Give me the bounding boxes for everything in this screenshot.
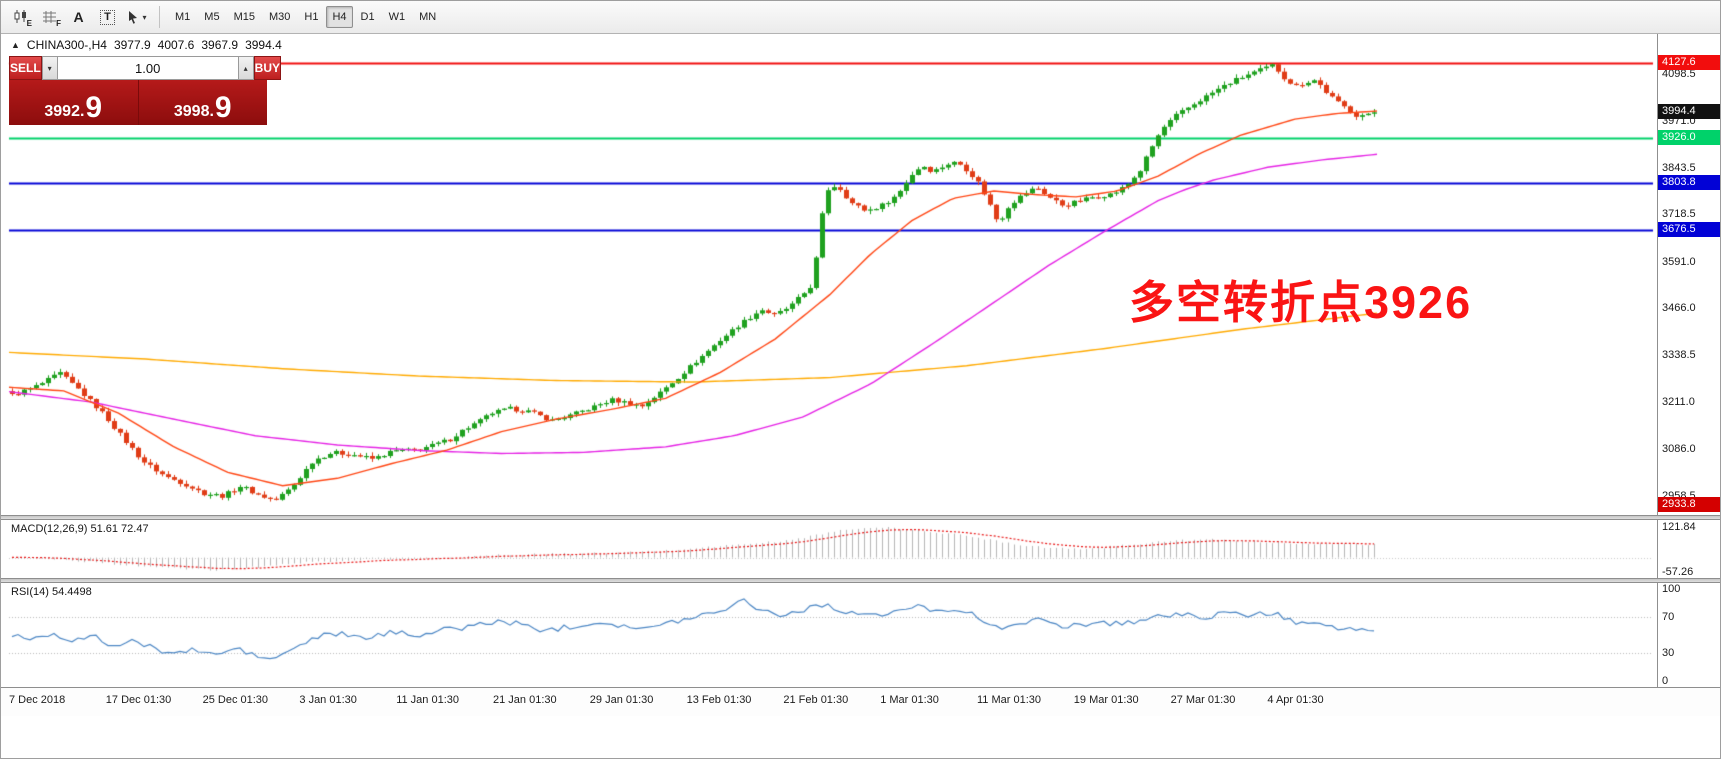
sell-button[interactable]: SELL [9, 56, 42, 80]
timeframe-button-w1[interactable]: W1 [383, 6, 412, 28]
price-grid-label: 4098.5 [1662, 67, 1696, 80]
time-axis-label: 25 Dec 01:30 [202, 694, 269, 706]
volume-up-button[interactable]: ▴ [237, 56, 254, 80]
price-marker-badge: 2933.8 [1658, 497, 1720, 513]
rsi-label: RSI(14) 54.4498 [11, 586, 92, 598]
time-axis-label: 4 Apr 01:30 [1267, 694, 1324, 706]
macd-axis-line [1657, 520, 1658, 578]
time-axis-label: 13 Feb 01:30 [686, 694, 752, 706]
panel-splitter[interactable] [1, 578, 1720, 583]
price-grid-label: 3338.5 [1662, 349, 1696, 362]
timeframe-button-mn[interactable]: MN [413, 6, 442, 28]
time-axis-label: 21 Feb 01:30 [783, 694, 849, 706]
sell-price-pip: 9 [85, 90, 103, 124]
time-axis-label: 17 Dec 01:30 [105, 694, 172, 706]
time-axis-label: 21 Jan 01:30 [493, 694, 557, 706]
macd-label: MACD(12,26,9) 51.61 72.47 [11, 523, 149, 535]
macd-axis-label: 121.84 [1662, 521, 1696, 534]
one-click-trading-panel: SELL ▾ ▴ BUY 3992. 9 3998. 9 [9, 56, 282, 125]
price-grid-label: 3466.0 [1662, 301, 1696, 314]
price-grid-label: 3843.5 [1662, 162, 1696, 175]
time-axis-label: 11 Mar 01:30 [977, 694, 1042, 706]
time-axis-label: 29 Jan 01:30 [589, 694, 654, 706]
price-grid-label: 3718.5 [1662, 208, 1696, 221]
time-axis-label: 27 Mar 01:30 [1170, 694, 1236, 706]
timeframe-button-m15[interactable]: M15 [228, 6, 261, 28]
text-box-tool-icon[interactable]: T [94, 5, 121, 29]
volume-control: ▾ ▴ [41, 56, 254, 80]
timeframe-buttons-group: M1 M5 M15 M30 H1 H4 D1 W1 MN [169, 6, 442, 28]
price-axis-line [1657, 34, 1658, 515]
ohlc-open: 3977.9 [113, 38, 151, 52]
buy-price-main: 3998. [173, 103, 214, 120]
price-grid-label: 3086.0 [1662, 442, 1696, 455]
time-axis-label: 7 Dec 2018 [9, 694, 66, 706]
drawing-tool-icon[interactable]: ▾ [123, 5, 150, 29]
rsi-axis-label: 100 [1662, 583, 1681, 595]
timeframe-button-m5[interactable]: M5 [198, 6, 225, 28]
rsi-indicator-panel: RSI(14) 54.4498 100 70 30 0 [1, 583, 1720, 687]
price-marker-badge: 3926.0 [1658, 129, 1720, 145]
rsi-axis-label: 0 [1662, 675, 1669, 687]
price-marker-badge: 3994.4 [1658, 104, 1720, 120]
price-chart-canvas[interactable] [1, 34, 1720, 515]
price-grid-label: 3211.0 [1662, 396, 1695, 409]
buy-price[interactable]: 3998. 9 [138, 80, 267, 125]
time-axis-label: 3 Jan 01:30 [299, 694, 357, 706]
chart-title: ▲ CHINA300-,H4 3977.9 4007.6 3967.9 3994… [11, 38, 282, 52]
rsi-axis-line [1657, 583, 1658, 687]
text-label-tool-icon[interactable]: A [65, 5, 92, 29]
timeframe-button-d1[interactable]: D1 [355, 6, 381, 28]
sell-price-main: 3992. [44, 103, 85, 120]
indicator-shortcut-f-icon[interactable]: F [36, 5, 63, 29]
time-axis-label: 11 Jan 01:30 [396, 694, 459, 706]
chart-marker-icon: ▲ [11, 40, 20, 50]
timeframe-button-m30[interactable]: M30 [263, 6, 296, 28]
toolbar: E F A T ▾ M1 M5 M15 M30 H1 H4 D1 W1 MN [1, 1, 1720, 34]
time-axis-label: 1 Mar 01:30 [880, 694, 939, 706]
rsi-axis-label: 30 [1662, 647, 1675, 660]
volume-input[interactable] [57, 56, 238, 80]
price-chart-panel: 4098.5 3971.0 3843.5 3718.5 3591.0 3466.0 3338… [1, 34, 1720, 515]
macd-indicator-panel: MACD(12,26,9) 51.61 72.47 121.84 -57.26 [1, 520, 1720, 578]
rsi-axis-label: 70 [1662, 610, 1675, 623]
macd-axis-label: -57.26 [1662, 565, 1694, 578]
panel-splitter[interactable] [1, 515, 1720, 520]
price-grid-label: 3591.0 [1662, 255, 1696, 268]
timeframe-button-m1[interactable]: M1 [169, 6, 196, 28]
volume-down-button[interactable]: ▾ [41, 56, 58, 80]
macd-canvas[interactable] [1, 520, 1720, 578]
price-marker-badge: 4127.6 [1658, 54, 1720, 70]
rsi-canvas[interactable] [1, 583, 1720, 687]
toolbar-separator [159, 6, 160, 28]
quote-prices: 3992. 9 3998. 9 [9, 80, 267, 125]
time-axis[interactable]: 7 Dec 2018 17 Dec 01:30 25 Dec 01:30 3 Jan … [1, 687, 1720, 716]
chart-symbol-period: CHINA300-,H4 [26, 38, 107, 52]
sell-price[interactable]: 3992. 9 [9, 80, 139, 125]
ohlc-low: 3967.9 [201, 38, 239, 52]
buy-button[interactable]: BUY [253, 56, 282, 80]
buy-price-pip: 9 [214, 90, 232, 124]
ohlc-high: 4007.6 [157, 38, 195, 52]
price-marker-badge: 3676.5 [1658, 222, 1720, 238]
price-marker-badge: 3803.8 [1658, 174, 1720, 190]
ohlc-close: 3994.4 [245, 38, 282, 52]
indicator-shortcut-e-icon[interactable]: E [7, 5, 34, 29]
bottom-filler [1, 716, 1720, 758]
drawing-tools-group: E F A T ▾ [7, 5, 150, 29]
timeframe-button-h4[interactable]: H4 [326, 6, 353, 28]
timeframe-button-h1[interactable]: H1 [298, 6, 324, 28]
time-axis-label: 19 Mar 01:30 [1073, 694, 1139, 706]
chart-annotation-text: 多空转折点3926 [1129, 277, 1473, 328]
